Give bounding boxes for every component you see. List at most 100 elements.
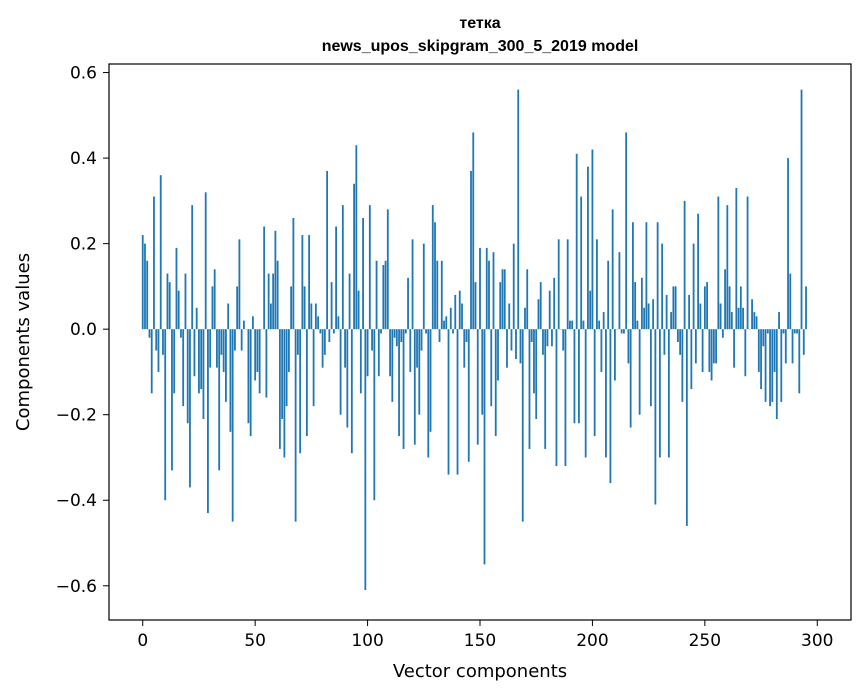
bar [710,329,713,381]
bar [600,329,603,372]
bar [663,329,666,355]
bar [569,320,571,330]
bar [784,329,787,364]
bar [150,329,153,394]
bar [258,329,261,394]
bar [157,329,160,372]
bar [620,329,623,334]
bar [575,153,578,330]
bar [438,329,441,342]
y-tick-label: −0.6 [56,577,97,597]
bar [204,192,207,330]
bar [373,329,376,501]
bar [350,329,353,454]
bar [305,329,308,437]
bar [319,329,322,334]
bar [231,329,234,522]
bar [611,209,614,330]
bar [553,277,556,330]
bar [654,329,657,505]
bar [690,329,693,390]
bar [202,329,205,419]
x-tick-label: 100 [351,631,383,651]
bar [467,329,470,462]
x-tick-label: 300 [801,631,833,651]
bar [501,269,504,330]
bar [701,329,704,372]
bar [492,252,495,330]
bar [517,89,520,330]
bar [733,329,735,368]
bar [267,273,270,330]
bar [198,329,200,394]
y-axis-ticks: −0.6 −0.4 −0.2 0.0 0.2 0.4 0.6 [56,64,109,597]
y-tick-label: 0.6 [70,64,97,84]
bar [328,329,331,342]
bar [694,329,697,364]
bar [528,329,531,449]
bar [411,239,414,330]
bar [294,329,297,522]
bar [153,196,155,330]
bar [769,329,771,407]
bar [456,329,459,475]
bar [308,235,311,330]
bar [227,303,230,330]
bar [649,329,652,407]
bar [629,329,632,428]
bar [186,329,189,424]
bar [692,243,695,330]
bar [726,205,729,330]
bar [494,329,497,437]
bar [533,329,535,394]
bar [778,312,780,330]
bar [667,329,670,458]
bar [739,286,742,330]
bar [591,149,594,330]
bar [537,299,540,330]
bar [645,222,648,330]
bar [580,196,583,330]
bar [609,329,612,484]
bar [506,329,508,368]
bar [796,329,798,334]
bar [272,273,275,330]
bar [348,273,351,330]
bar [252,316,254,330]
bar [330,282,333,330]
bar [296,329,299,355]
bar [787,158,789,330]
bar [195,307,198,330]
bar [614,329,616,381]
bar [665,294,668,330]
bar [557,239,560,330]
bar [764,329,767,402]
bar [146,260,149,330]
bar [337,316,340,330]
bar [593,329,596,437]
bar [395,329,398,347]
x-tick-label: 250 [689,631,721,651]
bar [775,329,778,419]
bar [510,329,513,351]
bar [346,329,349,428]
x-tick-label: 200 [576,631,608,651]
bar [159,175,162,330]
bar [728,286,731,330]
bar [503,269,506,330]
bar [472,132,475,330]
bar [470,170,472,330]
bar [177,290,180,330]
bar [449,307,452,330]
bar [789,273,792,330]
bar [269,303,272,330]
bar [530,329,533,342]
bar [218,329,221,471]
bar [229,329,232,432]
bar [310,303,313,330]
bar [263,226,266,330]
bar [751,299,753,330]
bar [512,243,515,330]
x-axis-ticks: 0 50 100 150 200 250 300 [137,620,833,651]
bar [247,329,250,424]
